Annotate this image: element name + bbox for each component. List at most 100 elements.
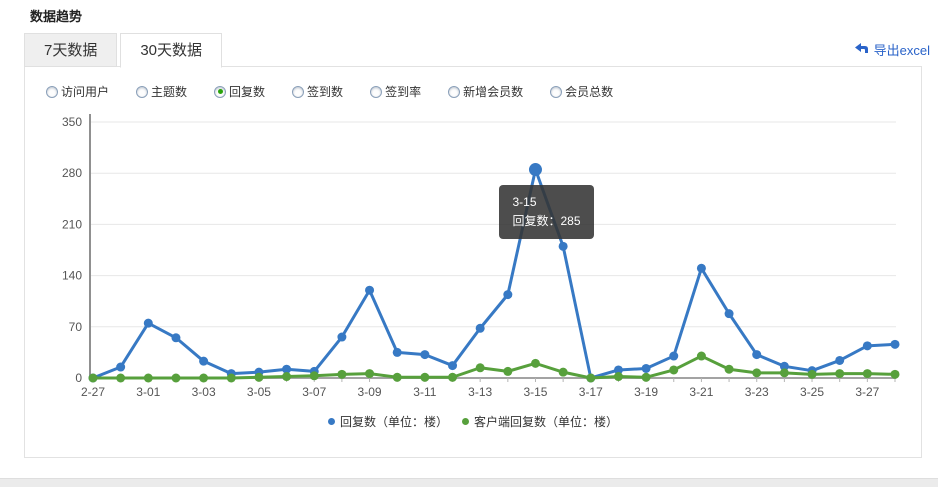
x-axis-label: 3-21 bbox=[689, 385, 713, 399]
radio-icon[interactable] bbox=[136, 85, 149, 98]
data-point[interactable] bbox=[835, 369, 845, 379]
x-axis-label: 3-09 bbox=[358, 385, 382, 399]
metric-option-4[interactable]: 签到率 bbox=[370, 83, 421, 100]
export-arrow-icon bbox=[854, 43, 869, 56]
data-point[interactable] bbox=[503, 290, 513, 300]
data-point[interactable] bbox=[890, 369, 900, 379]
x-axis-label: 3-15 bbox=[523, 385, 547, 399]
metric-option-label: 主题数 bbox=[151, 85, 188, 99]
y-axis-label: 210 bbox=[62, 217, 82, 231]
tab-30-days[interactable]: 30天数据 bbox=[120, 33, 223, 68]
legend-dot-icon bbox=[462, 418, 469, 425]
data-point[interactable] bbox=[199, 356, 209, 366]
metric-option-2[interactable]: 回复数 bbox=[214, 83, 265, 100]
data-point[interactable] bbox=[420, 350, 430, 360]
data-point[interactable] bbox=[337, 332, 347, 342]
data-point[interactable] bbox=[116, 373, 126, 383]
data-point[interactable] bbox=[696, 351, 706, 361]
data-point[interactable] bbox=[779, 368, 789, 378]
legend-label: 回复数（单位：楼） bbox=[339, 415, 448, 429]
data-point[interactable] bbox=[696, 263, 706, 273]
x-axis-label: 2-27 bbox=[81, 385, 105, 399]
x-axis-label: 3-19 bbox=[634, 385, 658, 399]
data-point[interactable] bbox=[254, 372, 264, 382]
data-point[interactable] bbox=[143, 318, 153, 328]
x-axis-label: 3-17 bbox=[579, 385, 603, 399]
data-point[interactable] bbox=[613, 372, 623, 382]
data-point[interactable] bbox=[530, 358, 540, 368]
metric-option-6[interactable]: 会员总数 bbox=[550, 83, 613, 100]
data-point[interactable] bbox=[669, 365, 679, 375]
data-point[interactable] bbox=[503, 366, 513, 376]
x-axis-label: 3-11 bbox=[413, 385, 436, 399]
data-point[interactable] bbox=[337, 369, 347, 379]
data-point[interactable] bbox=[475, 323, 485, 333]
data-point[interactable] bbox=[862, 369, 872, 379]
data-point[interactable] bbox=[641, 363, 651, 373]
radio-icon[interactable] bbox=[550, 85, 563, 98]
data-point[interactable] bbox=[558, 241, 568, 251]
data-point[interactable] bbox=[420, 372, 430, 382]
page-title: 数据趋势 bbox=[30, 9, 83, 24]
data-point[interactable] bbox=[558, 367, 568, 377]
metric-option-3[interactable]: 签到数 bbox=[292, 83, 343, 100]
data-point[interactable] bbox=[528, 163, 542, 177]
metric-option-label: 回复数 bbox=[229, 85, 266, 99]
data-point[interactable] bbox=[282, 364, 292, 374]
data-point[interactable] bbox=[199, 373, 209, 383]
data-point[interactable] bbox=[171, 373, 181, 383]
data-point[interactable] bbox=[88, 373, 98, 383]
data-point[interactable] bbox=[752, 368, 762, 378]
metric-option-1[interactable]: 主题数 bbox=[136, 83, 187, 100]
data-point[interactable] bbox=[448, 361, 458, 371]
data-point[interactable] bbox=[641, 372, 651, 382]
data-point[interactable] bbox=[862, 341, 872, 351]
data-point[interactable] bbox=[586, 373, 596, 383]
legend-item-0: 回复数（单位：楼） bbox=[327, 413, 448, 430]
data-point[interactable] bbox=[392, 347, 402, 357]
legend-item-1: 客户端回复数（单位：楼） bbox=[462, 413, 618, 430]
legend-dot-icon bbox=[327, 418, 335, 425]
legend-label: 客户端回复数（单位：楼） bbox=[474, 415, 619, 429]
data-point[interactable] bbox=[116, 362, 126, 372]
metric-option-label: 访问用户 bbox=[61, 85, 110, 99]
data-point[interactable] bbox=[807, 369, 817, 379]
radio-icon[interactable] bbox=[292, 85, 305, 98]
data-point[interactable] bbox=[724, 364, 734, 374]
metric-option-0[interactable]: 访问用户 bbox=[46, 83, 109, 100]
x-axis-label: 3-27 bbox=[855, 385, 879, 399]
series-line-1 bbox=[91, 354, 897, 380]
trend-line-chart[interactable]: 0 70 140 210 280 350 2-27 3-01 3-03 3-05 3-07 3-09 3… bbox=[25, 104, 921, 404]
tab-7-days[interactable]: 7天数据 bbox=[24, 33, 118, 67]
data-point[interactable] bbox=[613, 365, 623, 375]
data-point[interactable] bbox=[392, 372, 402, 382]
data-point[interactable] bbox=[835, 355, 845, 365]
metric-option-label: 新增会员数 bbox=[463, 85, 524, 99]
radio-checked-icon[interactable] bbox=[214, 85, 227, 98]
data-point[interactable] bbox=[226, 373, 236, 383]
radio-icon[interactable] bbox=[448, 85, 461, 98]
x-axis-label: 3-23 bbox=[745, 385, 769, 399]
data-point[interactable] bbox=[890, 339, 900, 349]
data-point[interactable] bbox=[724, 309, 734, 319]
data-point[interactable] bbox=[309, 371, 319, 381]
x-axis-label: 3-01 bbox=[136, 385, 160, 399]
data-point[interactable] bbox=[475, 363, 485, 373]
data-point[interactable] bbox=[143, 373, 153, 383]
data-point[interactable] bbox=[282, 372, 292, 382]
x-axis-label: 3-05 bbox=[247, 385, 271, 399]
export-excel-link[interactable]: 导出excel bbox=[854, 40, 930, 59]
radio-icon[interactable] bbox=[370, 85, 383, 98]
data-point[interactable] bbox=[779, 361, 789, 371]
data-point[interactable] bbox=[752, 350, 762, 360]
chart-area: 0 70 140 210 280 350 2-27 3-01 3-03 3-05 3-07 3-09 3… bbox=[25, 104, 921, 404]
data-point[interactable] bbox=[365, 369, 375, 379]
data-point[interactable] bbox=[448, 372, 458, 382]
data-point[interactable] bbox=[365, 285, 375, 295]
metric-option-5[interactable]: 新增会员数 bbox=[448, 83, 523, 100]
export-excel-label: 导出excel bbox=[873, 43, 930, 58]
data-point[interactable] bbox=[669, 351, 679, 361]
metric-option-label: 签到数 bbox=[307, 85, 344, 99]
data-point[interactable] bbox=[171, 333, 181, 343]
radio-icon[interactable] bbox=[46, 85, 58, 98]
